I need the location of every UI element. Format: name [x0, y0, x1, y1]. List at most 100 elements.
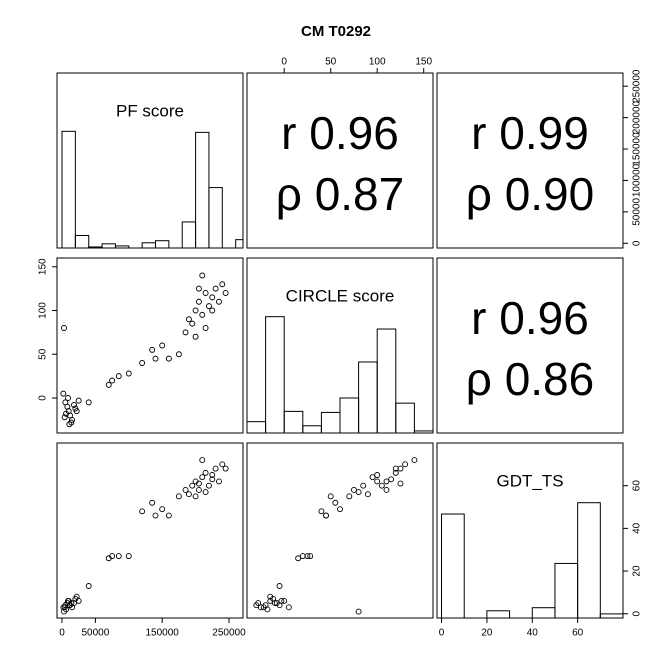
scatter-point [195, 298, 202, 305]
scatter-point [195, 480, 202, 487]
scatter-point [75, 597, 82, 604]
scatter-point [202, 290, 209, 296]
histogram-bar [358, 361, 378, 433]
scatter-point [369, 474, 376, 481]
x-tick-label: 250000 [212, 628, 246, 639]
scatter-point [205, 303, 212, 310]
scatter-point [192, 493, 199, 500]
y-tick-label: 20 [632, 565, 643, 577]
correlation-r: r 0.96 [281, 107, 399, 159]
y-tick-label: 0 [632, 611, 643, 617]
y-tick-label: 250000 [632, 69, 643, 103]
scatter-point [216, 478, 222, 485]
scatter-point [60, 390, 67, 397]
scatter-point [202, 325, 209, 331]
histogram-bar [235, 239, 243, 248]
correlation-r: r 0.96 [471, 292, 589, 344]
scatter-point [281, 597, 288, 604]
panel [247, 316, 433, 433]
histogram-bar [302, 425, 322, 433]
histogram-bar [114, 245, 130, 248]
scatter-point [199, 474, 206, 481]
scatter-point [159, 506, 166, 513]
scatter-point [411, 457, 418, 464]
histogram-bar [339, 397, 360, 433]
correlation-rho: ρ 0.90 [466, 168, 594, 220]
scatter-point [323, 512, 329, 519]
y-tick-label: 150 [38, 258, 49, 275]
x-tick-label: 0 [59, 628, 65, 639]
histogram-bar [195, 131, 210, 248]
scatter-point [73, 408, 80, 415]
scatter-point [383, 478, 390, 485]
scatter-point [388, 476, 395, 483]
scatter-point [139, 360, 146, 366]
histogram-bar [283, 410, 304, 433]
scatter-point [360, 482, 367, 489]
y-tick-label: 60 [632, 480, 643, 492]
panel [253, 457, 418, 615]
x-tick-label: 40 [527, 628, 539, 639]
scatter-point [199, 457, 206, 464]
histogram-bar [265, 316, 285, 433]
scatter-point [185, 316, 192, 323]
scatter-point [392, 469, 399, 476]
scatter-point [258, 604, 264, 611]
histogram-bar [247, 421, 267, 433]
scatter-point [205, 482, 212, 489]
scatter-point [307, 553, 314, 560]
scatter-point [175, 493, 182, 500]
scatter-point [209, 472, 216, 478]
y-tick-label: 40 [632, 522, 643, 534]
scatter-point [61, 608, 67, 615]
scatter-point [63, 410, 69, 417]
scatter-point [125, 370, 132, 377]
histogram-bar [577, 502, 601, 618]
x-tick-label: 150 [415, 57, 432, 68]
scatter-point [75, 397, 82, 404]
panel-frame [56, 442, 244, 619]
scatter-point [346, 493, 353, 500]
histogram-bar [395, 402, 415, 433]
correlation-r: r 0.99 [471, 107, 589, 159]
variable-label: CIRCLE score [286, 286, 395, 305]
scatter-point [85, 583, 92, 589]
panel-frame [246, 257, 434, 434]
scatter-point [139, 508, 146, 515]
scatter-point [109, 377, 116, 384]
y-tick-label: 0 [632, 240, 643, 246]
scatter-point [66, 421, 73, 428]
panel-frame [436, 257, 624, 434]
panel [61, 130, 243, 248]
scatter-point [285, 604, 292, 611]
scatter-point [199, 311, 206, 318]
scatter-point [219, 281, 226, 288]
scatter-point [392, 465, 399, 472]
y-tick-label: 150000 [632, 132, 643, 166]
scatter-point [273, 600, 280, 607]
x-tick-label: 20 [481, 628, 493, 639]
x-tick-label: 0 [281, 57, 287, 68]
scatter-point [209, 476, 216, 483]
scatter-point [397, 480, 404, 487]
chart-title: CM T0292 [301, 23, 371, 40]
scatter-point [355, 608, 362, 615]
histogram-bar [155, 240, 170, 248]
scatter-point [260, 604, 267, 611]
y-tick-label: 100 [38, 302, 49, 319]
histogram-bar [101, 243, 116, 248]
scatter-point [61, 325, 67, 331]
panel-frame [56, 72, 244, 249]
x-tick-label: 50000 [81, 628, 109, 639]
scatter-point [304, 553, 311, 560]
panel [441, 502, 623, 618]
scatter-point [202, 469, 209, 476]
panel-frame [436, 442, 624, 619]
scatter-point [351, 487, 357, 493]
panel-frame [56, 257, 244, 434]
scatter-point [199, 272, 206, 279]
scatter-point [267, 593, 274, 600]
scatter-point [318, 508, 325, 515]
scatter-point [402, 461, 409, 468]
correlation-rho: ρ 0.87 [276, 168, 404, 220]
